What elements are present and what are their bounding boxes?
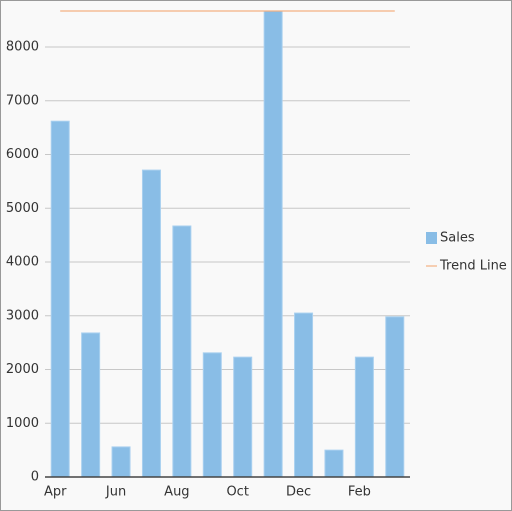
bar xyxy=(324,449,344,478)
legend-swatch xyxy=(426,232,437,244)
y-tick-label: 0 xyxy=(31,470,39,485)
bar xyxy=(141,169,161,478)
bar xyxy=(385,316,405,478)
y-tick-label: 1000 xyxy=(6,416,39,431)
y-tick-label: 6000 xyxy=(6,147,39,162)
legend-label: Sales xyxy=(440,231,475,246)
y-tick-label: 2000 xyxy=(6,362,39,377)
y-tick-label: 7000 xyxy=(6,93,39,108)
bar xyxy=(111,446,131,478)
x-tick-label: Jun xyxy=(105,485,126,500)
y-tick-label: 8000 xyxy=(6,40,39,55)
y-tick-label: 3000 xyxy=(6,308,39,323)
x-tick-label: Feb xyxy=(348,485,371,500)
bar xyxy=(354,356,374,478)
legend-label: Trend Line xyxy=(439,259,507,274)
bar xyxy=(81,332,101,478)
bar xyxy=(263,10,283,478)
bar xyxy=(202,352,222,478)
y-tick-label: 5000 xyxy=(6,201,39,216)
bar xyxy=(50,120,70,478)
x-tick-label: Oct xyxy=(226,485,248,500)
x-tick-label: Aug xyxy=(164,485,189,500)
y-tick-label: 4000 xyxy=(6,255,39,270)
x-tick-label: Apr xyxy=(44,485,67,500)
x-tick-label: Dec xyxy=(286,485,311,500)
bar xyxy=(294,312,314,478)
bar xyxy=(172,225,192,478)
bar xyxy=(233,356,253,478)
